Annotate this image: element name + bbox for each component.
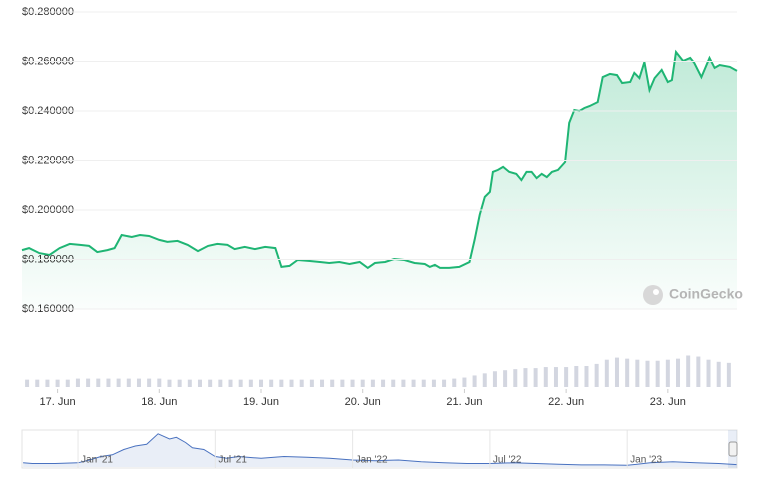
nav-tick-label: Jan '23: [630, 455, 662, 466]
watermark: CoinGecko: [643, 285, 743, 305]
volume-bar: [187, 379, 192, 387]
nav-tick-label: Jul '22: [493, 455, 522, 466]
x-tick-label: 19. Jun: [243, 396, 279, 408]
watermark-text: CoinGecko: [669, 286, 743, 302]
volume-bar: [309, 379, 314, 387]
volume-bar: [421, 379, 426, 387]
volume-bar: [533, 368, 538, 387]
volume-bar: [614, 357, 619, 387]
x-tick-label: 23. Jun: [650, 396, 686, 408]
volume-bar: [503, 370, 508, 387]
volume-bar: [279, 379, 284, 387]
volume-bar: [238, 379, 243, 387]
volume-bar: [86, 378, 91, 387]
x-tick-label: 18. Jun: [141, 396, 177, 408]
x-tick-label: 20. Jun: [345, 396, 381, 408]
volume-bar: [492, 371, 497, 387]
volume-bar: [167, 379, 172, 387]
volume-bar: [350, 379, 355, 387]
volume-bar: [584, 366, 589, 387]
volume-bar: [625, 358, 630, 387]
volume-bar: [197, 379, 202, 387]
volume-bar: [25, 379, 30, 387]
volume-bar: [106, 378, 111, 387]
volume-bar: [574, 366, 579, 387]
volume-bar: [35, 379, 40, 387]
volume-bar: [716, 361, 721, 387]
volume-bar: [553, 367, 558, 387]
volume-bar: [96, 378, 101, 387]
volume-bar: [543, 367, 548, 387]
volume-bar: [462, 377, 467, 387]
volume-bar: [411, 379, 416, 387]
volume-bar: [320, 379, 325, 387]
volume-bar: [177, 379, 182, 387]
nav-tick-label: Jul '21: [218, 455, 247, 466]
volume-bar: [431, 379, 436, 387]
volume-bar: [513, 369, 518, 387]
volume-bar: [482, 373, 487, 387]
volume-bar: [45, 379, 50, 387]
volume-bar: [472, 375, 477, 387]
volume-bar: [686, 355, 691, 387]
nav-line: [23, 433, 738, 466]
volume-bar: [65, 379, 70, 387]
volume-bar: [157, 378, 162, 387]
volume-bar: [248, 379, 253, 387]
volume-bar: [706, 359, 711, 387]
volume-bar: [218, 379, 223, 387]
volume-bar: [442, 379, 447, 387]
volume-bar: [696, 356, 701, 387]
navigator-handle[interactable]: [728, 441, 738, 457]
nav-tick-label: Jan '21: [81, 455, 113, 466]
volume-bar: [635, 359, 640, 387]
volume-bar: [228, 379, 233, 387]
x-tick-label: 21. Jun: [446, 396, 482, 408]
volume-bar: [75, 378, 80, 387]
price-area: [22, 52, 737, 309]
volume-bar: [289, 379, 294, 387]
volume-bar: [564, 367, 569, 387]
volume-bar: [330, 379, 335, 387]
volume-bar: [259, 379, 264, 387]
volume-bar: [665, 359, 670, 387]
volume-bar: [676, 358, 681, 387]
volume-bar: [645, 360, 650, 387]
volume-bar: [360, 379, 365, 387]
volume-bar: [381, 379, 386, 387]
volume-bar: [594, 363, 599, 387]
volume-bar: [116, 378, 121, 387]
volume-bar: [655, 360, 660, 387]
volume-bar: [401, 379, 406, 387]
nav-area: [23, 433, 738, 467]
volume-bar: [147, 378, 152, 387]
volume-bar: [208, 379, 213, 387]
x-tick-label: 17. Jun: [40, 396, 76, 408]
volume-bar: [340, 379, 345, 387]
volume-bar: [452, 378, 457, 387]
nav-tick-label: Jan '22: [356, 455, 388, 466]
volume-bar: [604, 359, 609, 387]
volume-bar: [136, 378, 141, 387]
volume-bar: [726, 362, 731, 387]
volume-bar: [126, 378, 131, 387]
volume-bar: [299, 379, 304, 387]
volume-bar: [523, 368, 528, 387]
volume-bar: [391, 379, 396, 387]
volume-bar: [55, 379, 60, 387]
volume-bar: [269, 379, 274, 387]
volume-bar: [370, 379, 375, 387]
x-tick-label: 22. Jun: [548, 396, 584, 408]
